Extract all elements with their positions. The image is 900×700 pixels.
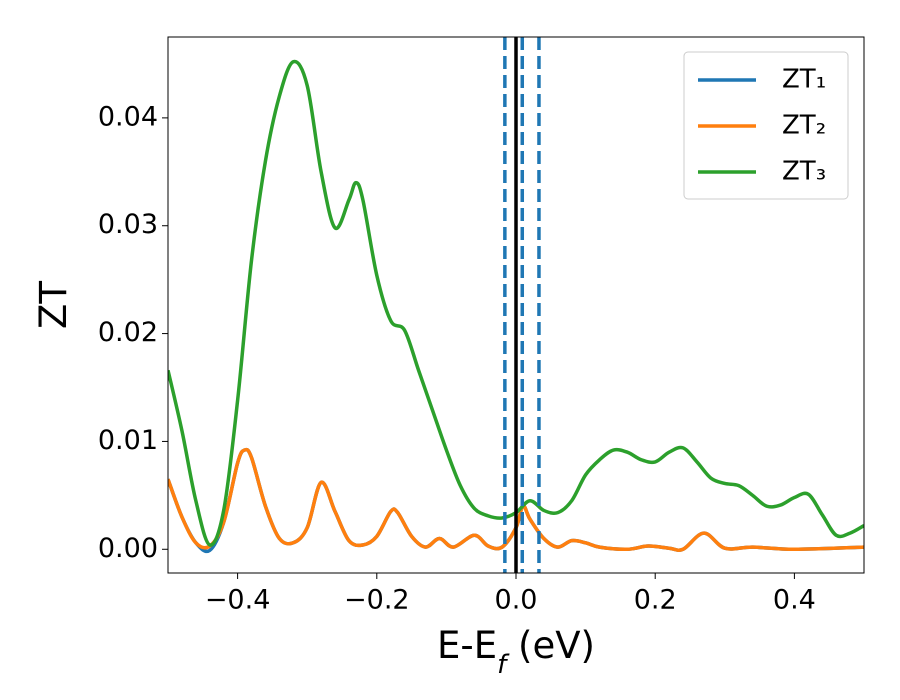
y-tick-label: 0.02 bbox=[98, 317, 158, 348]
plot-frame bbox=[167, 36, 865, 574]
x-tick-label: −0.2 bbox=[344, 585, 410, 616]
x-tick-label: 0.2 bbox=[634, 585, 677, 616]
y-tick-label: 0.01 bbox=[98, 425, 158, 456]
y-tick-label: 0.04 bbox=[98, 101, 158, 132]
y-axis-label: ZT bbox=[32, 281, 75, 329]
legend-label: ZT₃ bbox=[782, 157, 826, 187]
line-series bbox=[168, 59, 864, 547]
legend-box bbox=[683, 51, 849, 200]
y-tick-label: 0.03 bbox=[98, 209, 158, 240]
x-tick-label: 0.0 bbox=[495, 585, 538, 616]
x-axis-label: E-Ef (eV) bbox=[437, 624, 595, 680]
x-tick-label: 0.4 bbox=[773, 585, 816, 616]
y-tick-label: 0.00 bbox=[98, 533, 158, 564]
x-tick-label: −0.4 bbox=[205, 585, 271, 616]
line-series bbox=[168, 447, 864, 552]
legend-label: ZT₁ bbox=[782, 65, 826, 95]
legend-label: ZT₂ bbox=[782, 111, 826, 141]
